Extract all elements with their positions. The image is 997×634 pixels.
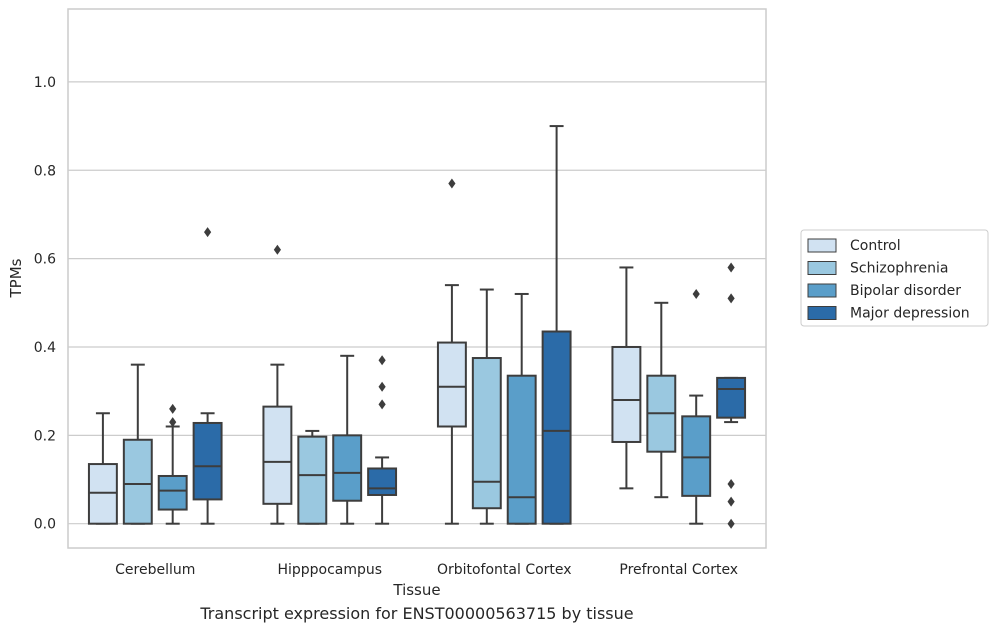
legend-swatch [807, 261, 837, 275]
box [611, 345, 642, 443]
box [157, 474, 188, 511]
y-tick-label: 0.8 [34, 163, 56, 179]
box [122, 438, 153, 525]
legend-frame [800, 229, 989, 327]
y-axis-label: TPMs [7, 258, 25, 298]
x-tick-label: Hipppocampus [277, 562, 382, 578]
x-axis-label: Tissue [392, 581, 440, 599]
outlier-point [727, 518, 735, 529]
box [436, 341, 467, 428]
legend-label: Control [850, 238, 901, 254]
outlier-point [169, 403, 177, 414]
outlier-point [378, 355, 386, 366]
box-group [646, 301, 677, 499]
grid-lines [68, 81, 766, 525]
legend-swatch [807, 238, 837, 253]
box [506, 374, 537, 525]
y-tick-label: 0.4 [34, 340, 56, 356]
box-group [332, 354, 363, 525]
plot-frame [67, 8, 767, 549]
outlier-point [727, 293, 735, 304]
y-tick-label: 1.0 [34, 75, 56, 91]
box [262, 405, 293, 505]
box [541, 330, 572, 525]
outlier-point [727, 478, 735, 489]
outlier-point [448, 178, 456, 189]
outlier-point [727, 262, 735, 273]
box-group [157, 403, 188, 525]
box [297, 435, 328, 525]
box-group [716, 262, 747, 529]
legend-swatch [807, 306, 837, 320]
box-group [262, 244, 293, 525]
box-group [611, 266, 642, 490]
x-tick-label: Cerebellum [115, 562, 195, 578]
legend: Control Schizophrenia Bipolar disorder Majo… [800, 229, 989, 327]
outlier-point [204, 227, 212, 238]
outlier-point [692, 288, 700, 299]
outlier-point [378, 399, 386, 410]
box [681, 415, 712, 497]
legend-label: Schizophrenia [850, 261, 948, 277]
outlier-point [378, 381, 386, 392]
chart-caption: Transcript expression for ENST0000056371… [200, 604, 634, 623]
box [332, 434, 363, 502]
legend-label: Bipolar disorder [850, 283, 961, 299]
outlier-point [727, 496, 735, 507]
box-group [367, 355, 398, 525]
legend-label: Major depression [850, 306, 970, 322]
box-group [471, 288, 502, 525]
box-group [192, 227, 223, 525]
y-tick-labels: 0.0 0.2 0.4 0.6 0.8 1.0 [34, 75, 56, 533]
box-group [681, 288, 712, 525]
box [716, 376, 747, 419]
outlier-point [273, 244, 281, 255]
y-tick-label: 0.6 [34, 252, 56, 268]
box [192, 421, 223, 501]
y-tick-label: 0.2 [34, 428, 56, 444]
legend-swatch [807, 283, 837, 298]
box [471, 357, 502, 510]
x-tick-labels: Cerebellum Hipppocampus Orbitofontal Corte… [115, 562, 738, 578]
box [87, 463, 118, 525]
x-tick-label: Orbitofontal Cortex [437, 562, 572, 578]
box-group [87, 412, 118, 525]
x-tick-label: Prefrontal Cortex [619, 562, 738, 578]
box-group [541, 125, 572, 525]
boxes [87, 125, 747, 529]
box [367, 467, 398, 496]
box-group [122, 363, 153, 525]
box-group [297, 429, 328, 525]
y-tick-label: 0.0 [34, 517, 56, 533]
box-group [436, 178, 467, 525]
outlier-point [169, 417, 177, 428]
box-group [506, 292, 537, 525]
